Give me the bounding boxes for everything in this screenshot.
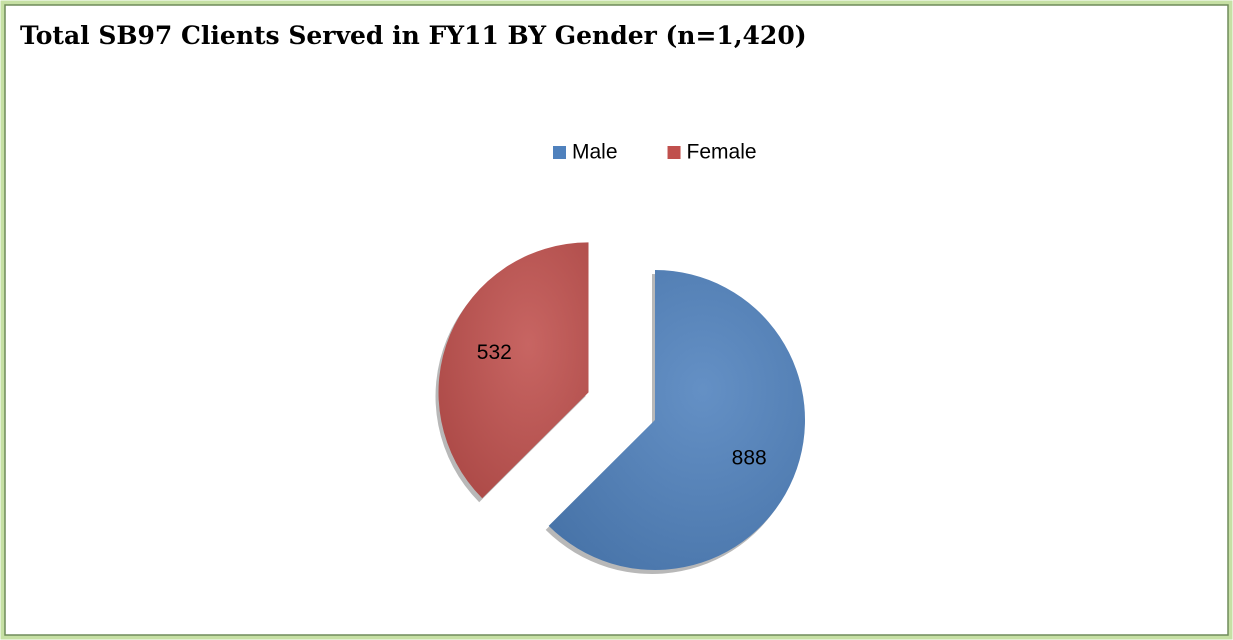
legend-swatch [667,146,681,159]
data-label: 888 [732,447,767,470]
chart-title: Total SB97 Clients Served in FY11 BY Gen… [20,21,807,50]
slice-shade [548,270,806,571]
legend-label: Male [572,141,618,164]
chart-border [4,4,1229,636]
slice-shade [438,242,589,499]
legend-swatch [553,146,566,159]
legend-label: Female [687,141,757,164]
data-label: 532 [477,341,512,364]
